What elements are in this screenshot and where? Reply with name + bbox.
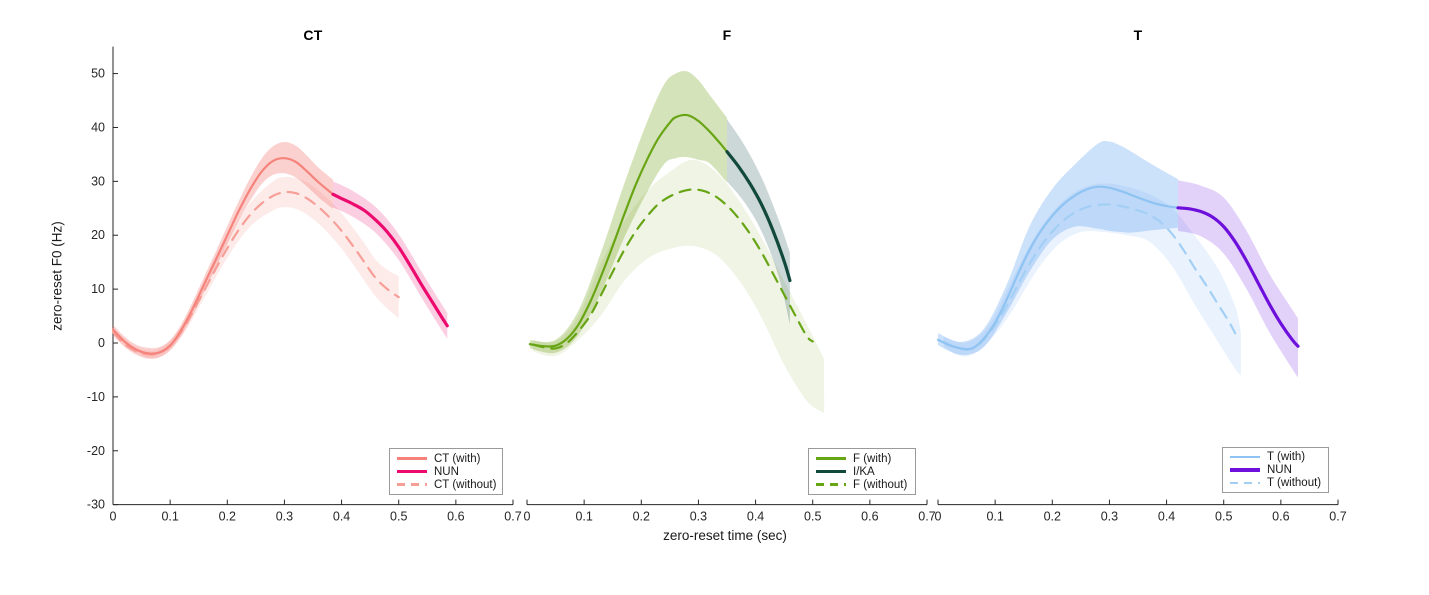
legend-item: CT (without) xyxy=(397,478,497,491)
y-tick-label: 30 xyxy=(91,174,105,188)
panel-t: 0 0.1 0.2 0.3 0.4 0.5 0.6 0.7 xyxy=(935,140,1347,524)
x-tick-label: 0.4 xyxy=(747,510,764,524)
series-line-2 xyxy=(942,203,1237,351)
series-line-0 xyxy=(111,157,335,355)
legend-line-sample xyxy=(1230,456,1260,459)
x-tick-label: 0.7 xyxy=(504,510,521,524)
legend-t: T (with) NUN T (without) xyxy=(1222,447,1329,493)
y-tick-label: -20 xyxy=(87,444,105,458)
legend-line-sample xyxy=(1230,481,1260,484)
y-tick-label: 20 xyxy=(91,228,105,242)
x-tick-label: 0.4 xyxy=(1158,510,1175,524)
legend-line-sample xyxy=(397,483,427,486)
ci-band-1 xyxy=(333,181,448,339)
panel-ct: 0 0.1 0.2 0.3 0.4 0.5 0.6 0.7 -30 -20 -10 0 10 20 30 40… xyxy=(87,46,522,524)
legend-label: T (with) xyxy=(1267,451,1306,464)
series-line-0 xyxy=(528,113,729,348)
legend-label: F (with) xyxy=(853,452,892,465)
x-tick-label: 0.6 xyxy=(447,510,464,524)
x-tick-label: 0.1 xyxy=(575,510,592,524)
y-tick-label: 0 xyxy=(98,336,105,350)
y-tick-label: 40 xyxy=(91,120,105,134)
y-axis-label: zero-reset F0 (Hz) xyxy=(49,221,65,331)
x-tick-label: 0.1 xyxy=(161,510,178,524)
panel-title-t: T xyxy=(1133,27,1143,43)
ci-band-0 xyxy=(938,140,1178,355)
y-tick-label: -10 xyxy=(87,390,105,404)
legend-item: T (without) xyxy=(1230,476,1321,489)
legend-item: CT (with) xyxy=(397,452,495,465)
x-tick-label: 0.3 xyxy=(276,510,293,524)
ci-band-2 xyxy=(532,159,825,413)
x-tick-label: 0.6 xyxy=(861,510,878,524)
legend-label: I/KA xyxy=(853,465,875,478)
series-line-1 xyxy=(331,192,449,328)
x-tick-label: 0 xyxy=(935,510,942,524)
ci-band-1 xyxy=(1178,180,1298,378)
legend-item: I/KA xyxy=(816,465,908,478)
series-line-1 xyxy=(1176,206,1300,348)
series-line-0 xyxy=(936,185,1180,351)
legend-item: F (with) xyxy=(816,452,908,465)
panel-f: 0 0.1 0.2 0.3 0.4 0.5 0.6 0.7 xyxy=(524,71,936,524)
legend-item: NUN xyxy=(1230,464,1321,477)
x-tick-label: 0.7 xyxy=(1329,510,1346,524)
legend-label: NUN xyxy=(1267,464,1292,476)
x-tick-label: 0.3 xyxy=(690,510,707,524)
panel-title-f: F xyxy=(722,27,732,43)
ci-band-0 xyxy=(529,71,727,354)
legend-item: T (with) xyxy=(1230,451,1321,464)
y-tick-label: 50 xyxy=(91,67,105,81)
x-tick-label: 0.2 xyxy=(219,510,236,524)
legend-item: NUN xyxy=(397,465,495,478)
legend-label: CT (without) xyxy=(434,478,497,491)
legend-ct: CT (with) NUN CT (without) xyxy=(389,448,503,495)
legend-line-sample xyxy=(1230,468,1260,472)
ci-band-2 xyxy=(113,176,399,360)
x-tick-label: 0.5 xyxy=(390,510,407,524)
ci-band-0 xyxy=(113,141,333,359)
legend-line-sample xyxy=(816,483,846,486)
legend-label: CT (with) xyxy=(434,452,481,465)
x-tick-label: 0 xyxy=(110,510,117,524)
legend-line-sample xyxy=(397,469,427,474)
x-tick-label: 0.5 xyxy=(804,510,821,524)
x-tick-label: 0.2 xyxy=(1044,510,1061,524)
legend-item: F (without) xyxy=(816,478,908,491)
x-tick-label: 0.5 xyxy=(1215,510,1232,524)
legend-line-sample xyxy=(397,457,427,460)
series-line-1 xyxy=(725,150,792,283)
legend-label: T (without) xyxy=(1267,476,1322,489)
x-tick-label: 0.7 xyxy=(918,510,935,524)
series-line-2 xyxy=(111,190,400,356)
y-tick-label: -30 xyxy=(87,498,105,512)
x-tick-label: 0.2 xyxy=(633,510,650,524)
x-tick-label: 0.1 xyxy=(986,510,1003,524)
x-tick-label: 0.6 xyxy=(1272,510,1289,524)
legend-label: NUN xyxy=(434,465,459,478)
y-tick-label: 10 xyxy=(91,282,105,296)
x-tick-label: 0.3 xyxy=(1101,510,1118,524)
x-tick-label: 0 xyxy=(524,510,531,524)
legend-line-sample xyxy=(816,457,846,460)
legend-label: F (without) xyxy=(853,478,908,491)
x-axis-label: zero-reset time (sec) xyxy=(663,528,787,543)
ci-band-2 xyxy=(943,183,1241,376)
series-line-2 xyxy=(531,188,814,350)
x-tick-label: 0.4 xyxy=(333,510,350,524)
legend-line-sample xyxy=(816,469,846,474)
legend-f: F (with) I/KA F (without) xyxy=(808,448,916,495)
panel-title-ct: CT xyxy=(303,27,323,43)
